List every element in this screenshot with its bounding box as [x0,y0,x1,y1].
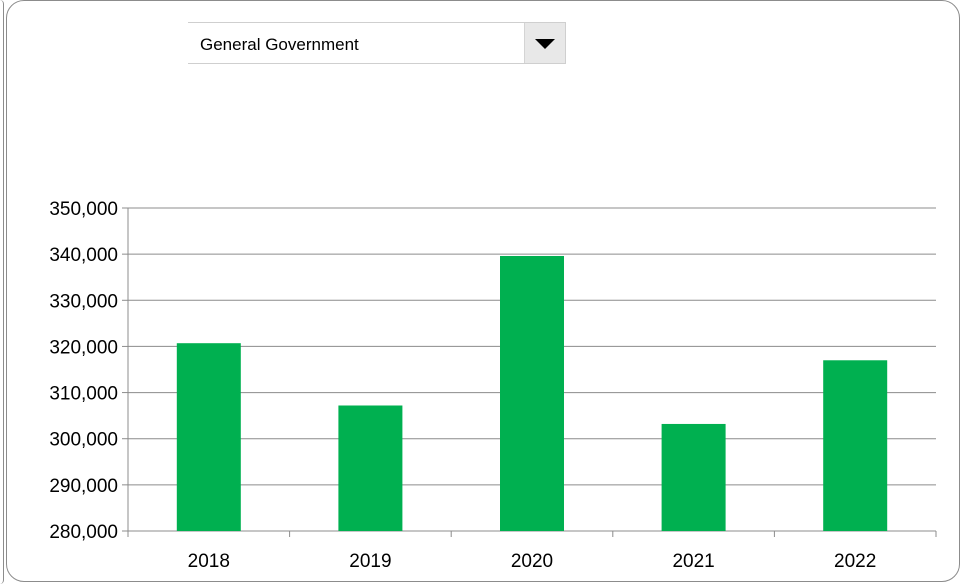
dropdown-selected-value: General Government [200,35,359,54]
bar-2020 [500,255,564,531]
x-tick-label: 2022 [834,551,876,572]
bar-2021 [661,423,726,531]
bar-2018 [176,343,241,531]
y-tick-label: 330,000 [49,291,118,312]
y-tick-label: 280,000 [49,522,118,543]
x-tick-label: 2019 [349,551,391,572]
sector-dropdown[interactable]: General Government [188,22,566,64]
y-tick-label: 320,000 [49,337,118,358]
bars [176,255,888,531]
y-tick-labels: 280,000 290,000 300,000 310,000 320,000 330,0… [49,199,118,543]
x-tick-label: 2021 [672,551,714,572]
triangle-down-icon [535,39,555,49]
bar-2022 [823,360,888,531]
panel-left-edge [0,0,4,584]
x-tick-labels: 2018 2019 2020 2021 2022 [188,551,877,572]
y-tick-label: 290,000 [49,476,118,497]
bar-2019 [338,405,403,531]
x-tick-label: 2020 [511,551,553,572]
y-tick-label: 300,000 [49,430,118,451]
y-tick-label: 340,000 [49,245,118,266]
dropdown-toggle-button[interactable] [524,23,565,63]
y-tick-label: 310,000 [49,384,118,405]
x-tick-label: 2018 [188,551,230,572]
y-tick-label: 350,000 [49,199,118,220]
